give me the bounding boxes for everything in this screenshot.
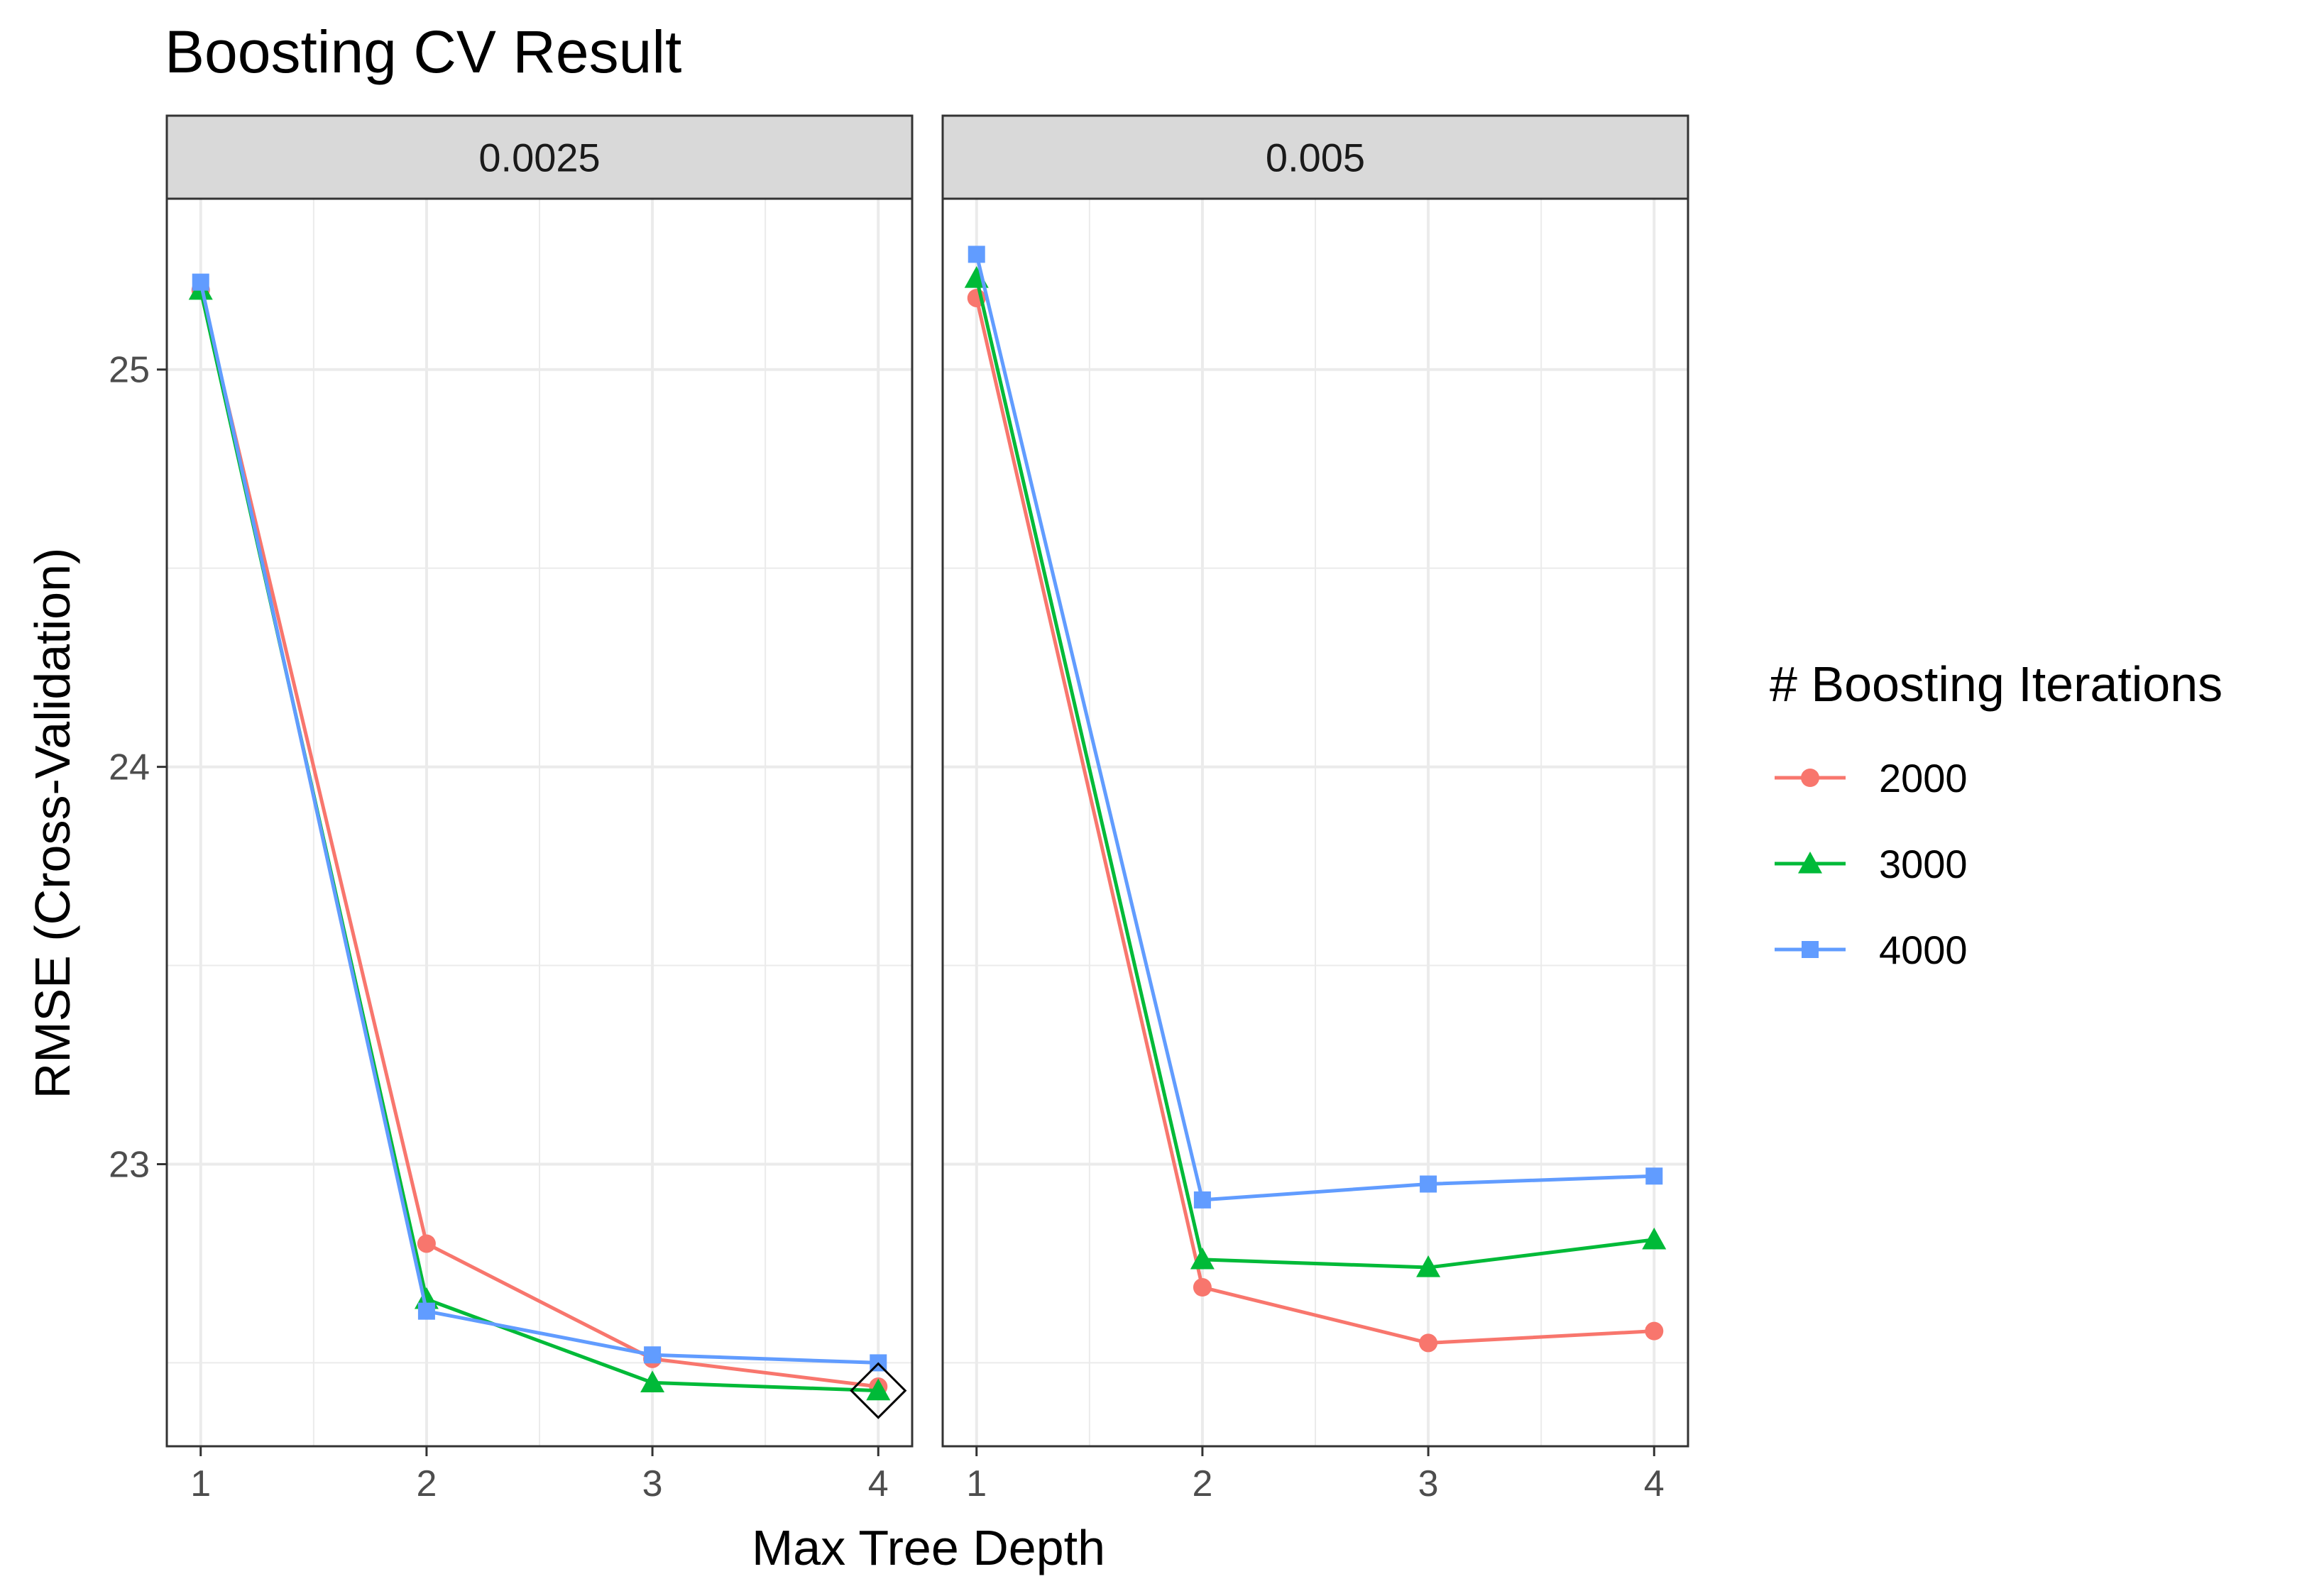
- x-tick-label: 2: [1192, 1463, 1212, 1504]
- series-line-2000: [975, 297, 1655, 1345]
- legend-item-3000: 3000: [1775, 842, 1968, 886]
- best-result-diamond-marker: [850, 1362, 907, 1419]
- legend: # Boosting Iterations 2000 3000 4000: [1770, 656, 2223, 972]
- data-point-3000: [1190, 1247, 1215, 1270]
- x-tick-label: 3: [642, 1463, 663, 1504]
- data-point-4000: [192, 273, 209, 291]
- data-point-4000: [417, 1302, 435, 1320]
- facet-panel-0.0025: 0.0025: [165, 114, 914, 1448]
- legend-items: 2000 3000 4000: [1775, 756, 1968, 972]
- y-axis-title: RMSE (Cross-Validation): [25, 548, 80, 1099]
- series-line-4000: [975, 253, 1655, 1202]
- data-point-4000: [968, 246, 985, 263]
- facet-panel-0.005: 0.005: [941, 114, 1689, 1448]
- legend-item-4000: 4000: [1775, 928, 1968, 972]
- data-point-4000: [1420, 1175, 1437, 1193]
- x-axis: 1 2 3 4 1 2 3 4: [190, 1446, 1665, 1504]
- facet-panels: 0.0025 0.005: [165, 114, 1689, 1448]
- x-tick-label: 1: [190, 1463, 211, 1504]
- facet-strip: [165, 114, 914, 200]
- data-point-3000: [1642, 1227, 1667, 1250]
- data-point-3000: [640, 1370, 665, 1393]
- legend-title: # Boosting Iterations: [1770, 656, 2223, 712]
- series-line-2000: [199, 290, 879, 1389]
- series-line-3000: [975, 277, 1655, 1270]
- legend-label: 2000: [1879, 756, 1968, 800]
- x-axis-title: Max Tree Depth: [752, 1520, 1105, 1575]
- y-axis: 23 24 25: [109, 350, 167, 1185]
- x-tick-label: 4: [1644, 1463, 1665, 1504]
- x-tick-label: 2: [416, 1463, 437, 1504]
- facet-strip: [941, 114, 1689, 200]
- data-point-2000: [417, 1234, 436, 1253]
- legend-key-marker: [1798, 852, 1822, 874]
- legend-key-marker: [1802, 941, 1819, 958]
- x-tick-label: 4: [868, 1463, 889, 1504]
- x-tick-label: 1: [966, 1463, 987, 1504]
- data-point-4000: [644, 1346, 662, 1364]
- chart-title: Boosting CV Result: [165, 18, 681, 85]
- data-point-3000: [1416, 1255, 1441, 1277]
- series-line-4000: [199, 282, 879, 1365]
- facet-strip-label: 0.005: [1266, 136, 1365, 180]
- y-tick-label: 25: [109, 350, 150, 391]
- data-point-2000: [1419, 1333, 1438, 1353]
- data-point-2000: [1193, 1278, 1212, 1297]
- legend-item-2000: 2000: [1775, 756, 1968, 800]
- legend-label: 4000: [1879, 928, 1968, 972]
- y-tick-label: 24: [109, 747, 150, 788]
- y-tick-label: 23: [109, 1144, 150, 1185]
- data-point-3000: [866, 1378, 891, 1401]
- data-point-2000: [1645, 1321, 1664, 1341]
- legend-label: 3000: [1879, 842, 1968, 886]
- data-point-4000: [1193, 1191, 1211, 1209]
- data-point-4000: [1645, 1167, 1663, 1185]
- facet-strip-label: 0.0025: [478, 136, 600, 180]
- x-tick-label: 3: [1418, 1463, 1439, 1504]
- legend-key-marker: [1801, 769, 1819, 787]
